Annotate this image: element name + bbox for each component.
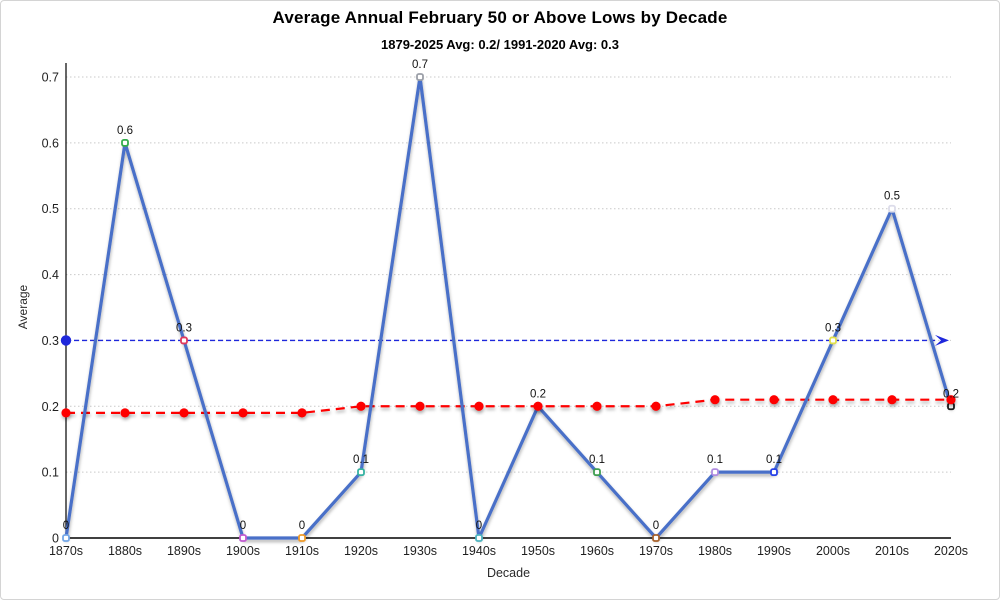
data-label: 0 bbox=[476, 520, 482, 532]
series-marker bbox=[770, 468, 778, 477]
data-label: 0 bbox=[299, 520, 305, 532]
x-tick-label: 1990s bbox=[757, 544, 791, 558]
trend-marker bbox=[887, 395, 897, 405]
y-tick-label: 0.4 bbox=[42, 268, 59, 282]
x-tick-label: 2010s bbox=[875, 544, 909, 558]
trend-marker bbox=[710, 395, 720, 405]
x-tick-label: 1940s bbox=[462, 544, 496, 558]
data-label: 0 bbox=[653, 520, 659, 532]
series-marker bbox=[888, 204, 896, 213]
trend-marker bbox=[828, 395, 838, 405]
data-label: 0.2 bbox=[943, 388, 959, 400]
data-label: 0.1 bbox=[766, 454, 782, 466]
x-tick-label: 2020s bbox=[934, 544, 968, 558]
y-tick-label: 0.1 bbox=[42, 466, 59, 480]
series-marker bbox=[416, 73, 424, 81]
series-marker bbox=[298, 534, 306, 542]
x-tick-label: 1970s bbox=[639, 544, 673, 558]
series-marker bbox=[475, 534, 483, 542]
data-label: 0 bbox=[63, 520, 69, 532]
y-tick-label: 0.2 bbox=[42, 400, 59, 414]
series-marker bbox=[180, 336, 188, 345]
y-tick-label: 0.5 bbox=[42, 202, 59, 216]
data-label: 0.3 bbox=[825, 322, 841, 334]
trend-marker bbox=[769, 395, 779, 405]
trend-marker bbox=[297, 408, 307, 418]
x-tick-label: 1980s bbox=[698, 544, 732, 558]
chart-title: Average Annual February 50 or Above Lows… bbox=[272, 8, 728, 27]
trend-marker bbox=[415, 401, 425, 411]
data-label: 0.1 bbox=[353, 454, 369, 466]
x-tick-label: 2000s bbox=[816, 544, 850, 558]
data-label: 0.1 bbox=[707, 454, 723, 466]
x-tick-label: 1880s bbox=[108, 544, 142, 558]
series-marker bbox=[711, 468, 719, 477]
series-marker bbox=[239, 534, 247, 542]
x-tick-label: 1960s bbox=[580, 544, 614, 558]
trend-marker bbox=[61, 408, 71, 418]
series-marker bbox=[593, 468, 601, 477]
trend-marker bbox=[474, 401, 484, 411]
series-marker bbox=[62, 534, 70, 542]
series-marker bbox=[357, 468, 365, 477]
data-label: 0.7 bbox=[412, 59, 428, 71]
series-marker bbox=[829, 336, 837, 345]
trend-marker bbox=[238, 408, 248, 418]
data-label: 0.6 bbox=[117, 125, 133, 137]
trend-marker bbox=[592, 401, 602, 411]
x-tick-label: 1870s bbox=[49, 544, 83, 558]
series-line bbox=[64, 75, 953, 540]
data-label: 0.5 bbox=[884, 191, 900, 203]
y-tick-label: 0.3 bbox=[42, 334, 59, 348]
y-tick-label: 0.7 bbox=[42, 71, 59, 85]
trend-marker bbox=[533, 401, 543, 411]
series-marker bbox=[121, 138, 129, 147]
data-label: 0.1 bbox=[589, 454, 605, 466]
data-label: 0.3 bbox=[176, 322, 192, 334]
x-tick-label: 1890s bbox=[167, 544, 201, 558]
trend-marker bbox=[946, 395, 956, 405]
x-tick-label: 1920s bbox=[344, 544, 378, 558]
data-label: 0 bbox=[240, 520, 246, 532]
y-tick-label: 0.6 bbox=[42, 136, 59, 150]
x-tick-label: 1910s bbox=[285, 544, 319, 558]
y-tick-label: 0 bbox=[52, 532, 59, 546]
series-marker bbox=[652, 534, 660, 542]
x-tick-label: 1930s bbox=[403, 544, 437, 558]
trend-line bbox=[66, 398, 951, 414]
x-tick-label: 1900s bbox=[226, 544, 260, 558]
data-label: 0.2 bbox=[530, 388, 546, 400]
reference-arrow-icon bbox=[935, 334, 949, 346]
trend-marker bbox=[120, 408, 130, 418]
trend-marker bbox=[651, 401, 661, 411]
x-tick-label: 1950s bbox=[521, 544, 555, 558]
reference-start-dot bbox=[60, 335, 72, 346]
trend-marker bbox=[356, 401, 366, 411]
chart-subtitle: 1879-2025 Avg: 0.2/ 1991-2020 Avg: 0.3 bbox=[381, 37, 619, 52]
x-axis-title: Decade bbox=[486, 566, 531, 580]
trend-marker bbox=[179, 408, 189, 418]
